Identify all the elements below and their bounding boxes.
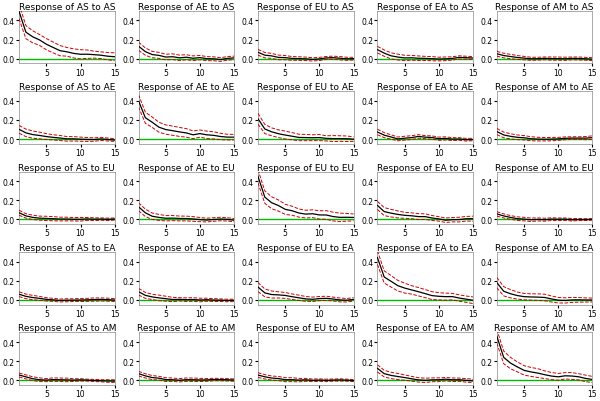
Title: Response of AM to AE: Response of AM to AE [496, 83, 594, 92]
Title: Response of AS to AE: Response of AS to AE [19, 83, 115, 92]
Title: Response of AE to AS: Response of AE to AS [138, 3, 235, 12]
Title: Response of AS to AM: Response of AS to AM [17, 324, 116, 332]
Title: Response of AE to EA: Response of AE to EA [138, 243, 235, 252]
Title: Response of EU to AM: Response of EU to AM [256, 324, 355, 332]
Title: Response of EU to EU: Response of EU to EU [257, 163, 354, 172]
Title: Response of AS to AS: Response of AS to AS [19, 3, 115, 12]
Title: Response of EA to AM: Response of EA to AM [376, 324, 475, 332]
Title: Response of AE to AE: Response of AE to AE [138, 83, 235, 92]
Title: Response of AM to EU: Response of AM to EU [495, 163, 594, 172]
Title: Response of AM to EA: Response of AM to EA [496, 243, 594, 252]
Title: Response of EA to EU: Response of EA to EU [377, 163, 473, 172]
Title: Response of AS to EU: Response of AS to EU [19, 163, 115, 172]
Title: Response of EA to EA: Response of EA to EA [377, 243, 473, 252]
Title: Response of AE to EU: Response of AE to EU [138, 163, 235, 172]
Title: Response of AM to AM: Response of AM to AM [494, 324, 595, 332]
Title: Response of AS to EA: Response of AS to EA [19, 243, 115, 252]
Title: Response of EU to AE: Response of EU to AE [257, 83, 354, 92]
Title: Response of EA to AS: Response of EA to AS [377, 3, 473, 12]
Title: Response of AM to AS: Response of AM to AS [496, 3, 594, 12]
Title: Response of EU to AS: Response of EU to AS [257, 3, 354, 12]
Title: Response of EA to AE: Response of EA to AE [377, 83, 473, 92]
Title: Response of AE to AM: Response of AE to AM [137, 324, 235, 332]
Title: Response of EU to EA: Response of EU to EA [257, 243, 354, 252]
